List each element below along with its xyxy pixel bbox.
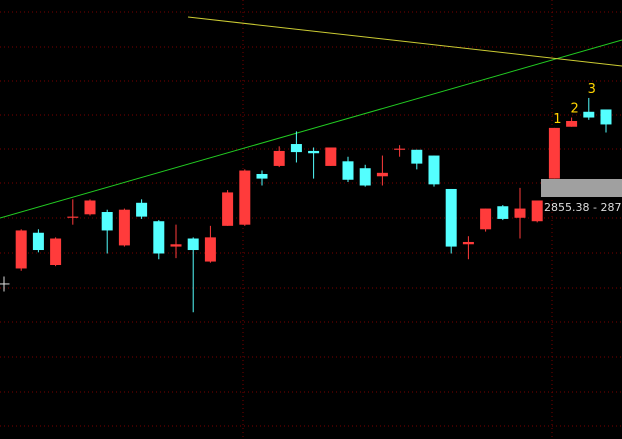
candle-body bbox=[118, 209, 130, 246]
trend-line bbox=[0, 39, 622, 219]
candle-body bbox=[273, 150, 285, 166]
candle-body bbox=[428, 155, 440, 185]
candle-body bbox=[222, 192, 234, 226]
candle-body bbox=[531, 200, 543, 222]
candle-body bbox=[153, 221, 165, 254]
range-label: 2855.38 - 2871 bbox=[544, 201, 622, 214]
candle-body bbox=[514, 208, 526, 218]
candle-body bbox=[239, 170, 251, 225]
candle-body bbox=[411, 149, 423, 164]
candle-body bbox=[32, 232, 44, 251]
trend-line bbox=[187, 16, 622, 67]
candle-body bbox=[50, 238, 62, 266]
candle-body bbox=[204, 237, 216, 262]
candle-body bbox=[342, 161, 354, 180]
candle-body bbox=[566, 120, 578, 127]
candle-body bbox=[170, 244, 182, 247]
candle-label: 2 bbox=[570, 102, 578, 117]
candle-body bbox=[600, 109, 612, 125]
candle-body bbox=[445, 188, 457, 247]
candle-body bbox=[462, 241, 474, 245]
candle-body bbox=[15, 230, 27, 269]
range-box bbox=[541, 179, 622, 197]
candle-body bbox=[101, 212, 113, 231]
candle-body bbox=[187, 238, 199, 251]
candle-body bbox=[290, 144, 302, 153]
candle-body bbox=[583, 111, 595, 118]
candle-body bbox=[359, 168, 371, 186]
candle-body bbox=[376, 172, 388, 177]
candle-body bbox=[480, 208, 492, 230]
candle-label: 1 bbox=[553, 112, 561, 127]
candle-body bbox=[67, 216, 79, 218]
candles: 123 bbox=[0, 82, 612, 313]
candle-body bbox=[84, 200, 96, 215]
candle-label: 3 bbox=[588, 82, 596, 97]
candle-body bbox=[394, 148, 406, 150]
candle-body bbox=[497, 206, 509, 219]
candle-body bbox=[0, 283, 10, 285]
candle-body bbox=[325, 147, 337, 166]
candle-body bbox=[308, 150, 320, 154]
candle-body bbox=[136, 202, 148, 217]
candle-body bbox=[256, 173, 268, 179]
candle-body bbox=[548, 127, 560, 179]
